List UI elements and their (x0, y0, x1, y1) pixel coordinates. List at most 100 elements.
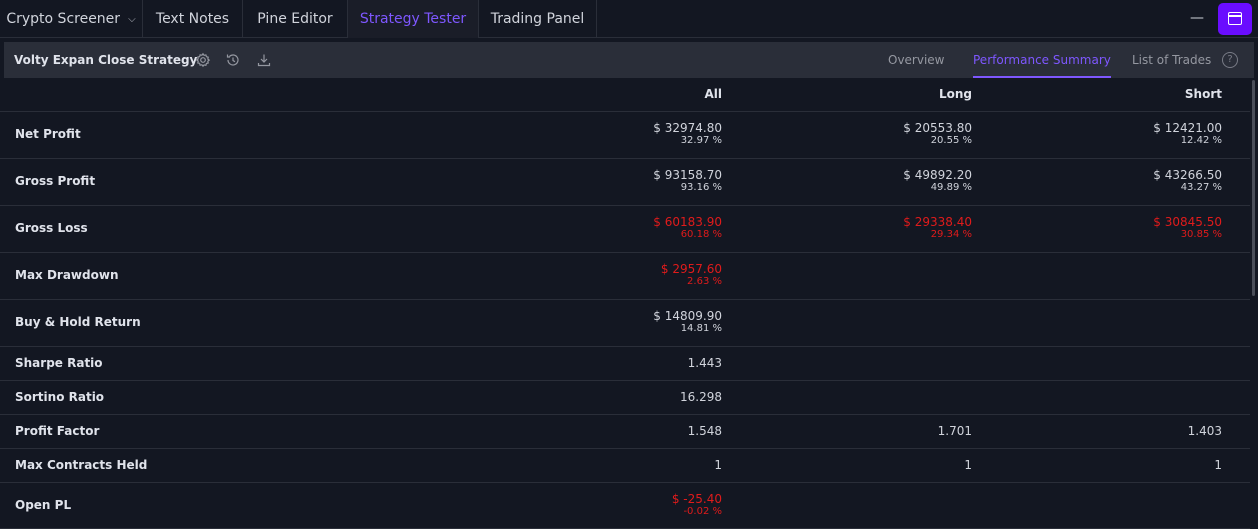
chevron-down-icon[interactable]: ⌵ (128, 14, 136, 25)
cell-long: $ 29338.40 29.34 % (903, 215, 972, 241)
cell-value: 1 (964, 457, 972, 472)
cell-percent: 60.18 % (680, 229, 722, 240)
cell-all: 1.443 (688, 356, 722, 370)
cell-value: 1 (714, 457, 722, 472)
table-row: Gross Profit $ 93158.70 93.16 % $ 49892.20 4… (0, 159, 1250, 206)
table-row: Gross Loss $ 60183.90 60.18 % $ 29338.40 29.… (0, 206, 1250, 253)
column-header-all: All (704, 87, 722, 101)
cell-percent: 20.55 % (930, 135, 972, 146)
bottom-panel-tabbar: Crypto Screener ⌵ Text Notes Pine Editor … (0, 0, 1258, 38)
cell-value: $ 29338.40 (903, 215, 972, 229)
cell-long: 1.701 (938, 424, 972, 438)
replay-icon[interactable] (225, 52, 241, 68)
cell-short: 1 (1214, 458, 1222, 472)
cell-long: $ 49892.20 49.89 % (903, 168, 972, 194)
cell-all: $ 14809.90 14.81 % (653, 309, 722, 335)
table-row: Buy & Hold Return $ 14809.90 14.81 % (0, 300, 1250, 347)
tab-label: Text Notes (155, 11, 230, 27)
row-label: Net Profit (15, 127, 81, 141)
cell-value: 1.443 (687, 355, 722, 370)
row-label: Sortino Ratio (15, 389, 105, 404)
table-header: All Long Short (0, 78, 1250, 112)
table-row: Open PL $ -25.40 -0.02 % (0, 483, 1250, 529)
row-label: Max Drawdown (15, 268, 119, 282)
cell-percent: 12.42 % (1180, 135, 1222, 146)
tab-trading-panel[interactable]: Trading Panel (479, 0, 597, 38)
cell-percent: 32.97 % (680, 135, 722, 146)
row-label: Gross Loss (15, 221, 88, 235)
tab-label: Crypto Screener (6, 11, 121, 27)
tab-label: Strategy Tester (359, 11, 467, 27)
cell-value: $ 20553.80 (903, 121, 972, 135)
help-icon[interactable]: ? (1222, 52, 1238, 68)
table-row: Net Profit $ 32974.80 32.97 % $ 20553.80 20.… (0, 112, 1250, 159)
tab-list-of-trades[interactable]: List of Trades (1132, 53, 1212, 67)
column-header-long: Long (938, 87, 972, 101)
cell-value: $ 60183.90 (653, 215, 722, 229)
row-label: Max Contracts Held (15, 457, 148, 472)
cell-value: $ 93158.70 (653, 168, 722, 182)
table-body: Net Profit $ 32974.80 32.97 % $ 20553.80 20.… (0, 112, 1250, 529)
cell-value: $ 49892.20 (903, 168, 972, 182)
cell-percent: 43.27 % (1180, 182, 1222, 193)
tab-overview[interactable]: Overview (888, 53, 945, 67)
row-label: Gross Profit (15, 174, 96, 188)
row-label: Open PL (15, 497, 72, 512)
cell-value: $ -25.40 (671, 491, 722, 506)
cell-value: 1 (1214, 457, 1222, 472)
table-row: Max Contracts Held 1 1 1 (0, 449, 1250, 483)
maximize-panel-button[interactable] (1218, 3, 1252, 35)
tab-strategy-tester[interactable]: Strategy Tester (348, 0, 479, 38)
cell-percent: -0.02 % (683, 505, 722, 517)
cell-short: 1.403 (1188, 424, 1222, 438)
cell-value: $ 43266.50 (1153, 168, 1222, 182)
cell-percent: 30.85 % (1180, 229, 1222, 240)
vertical-scrollbar[interactable] (1252, 80, 1255, 296)
minimize-button[interactable]: — (1187, 8, 1207, 28)
cell-all: $ -25.40 -0.02 % (672, 492, 722, 518)
column-header-short: Short (1184, 87, 1222, 101)
table-row: Sharpe Ratio 1.443 (0, 347, 1250, 381)
cell-percent: 2.63 % (687, 276, 722, 287)
cell-long: $ 20553.80 20.55 % (903, 121, 972, 147)
cell-all: 1 (714, 458, 722, 472)
cell-percent: 49.89 % (930, 182, 972, 193)
cell-all: $ 93158.70 93.16 % (653, 168, 722, 194)
tab-pine-editor[interactable]: Pine Editor (243, 0, 348, 38)
tab-label: Pine Editor (257, 11, 333, 27)
cell-value: $ 2957.60 (660, 262, 722, 276)
cell-value: $ 14809.90 (653, 309, 722, 323)
cell-all: $ 32974.80 32.97 % (653, 121, 722, 147)
table-row: Profit Factor 1.548 1.701 1.403 (0, 415, 1250, 449)
table-row: Sortino Ratio 16.298 (0, 381, 1250, 415)
cell-short: $ 30845.50 30.85 % (1153, 215, 1222, 241)
cell-percent: 14.81 % (680, 323, 722, 334)
cell-percent: 29.34 % (930, 229, 972, 240)
cell-value: 1.548 (687, 423, 722, 438)
tab-text-notes[interactable]: Text Notes (143, 0, 243, 38)
window-maximize-icon (1228, 12, 1242, 25)
row-label: Buy & Hold Return (15, 315, 141, 329)
performance-summary-table: All Long Short Net Profit $ 32974.80 32.97… (0, 78, 1250, 529)
cell-all: 1.548 (688, 424, 722, 438)
strategy-title: Volty Expan Close Strategy (14, 53, 198, 67)
tab-label: Trading Panel (490, 11, 585, 27)
download-icon[interactable] (256, 52, 272, 68)
row-label: Sharpe Ratio (15, 355, 103, 370)
cell-long: 1 (964, 458, 972, 472)
settings-icon[interactable] (195, 52, 211, 68)
cell-all: $ 60183.90 60.18 % (653, 215, 722, 241)
cell-percent: 93.16 % (680, 182, 722, 193)
cell-all: $ 2957.60 2.63 % (661, 262, 722, 288)
minimize-icon: — (1190, 10, 1204, 26)
cell-short: $ 43266.50 43.27 % (1153, 168, 1222, 194)
tab-performance-summary[interactable]: Performance Summary (973, 42, 1111, 78)
cell-value: $ 30845.50 (1153, 215, 1222, 229)
table-row: Max Drawdown $ 2957.60 2.63 % (0, 253, 1250, 300)
tab-crypto-screener[interactable]: Crypto Screener ⌵ (0, 0, 143, 38)
cell-value: 1.403 (1187, 423, 1222, 438)
cell-all: 16.298 (680, 390, 722, 404)
cell-value: 1.701 (937, 423, 972, 438)
cell-short: $ 12421.00 12.42 % (1153, 121, 1222, 147)
cell-value: 16.298 (680, 389, 722, 404)
